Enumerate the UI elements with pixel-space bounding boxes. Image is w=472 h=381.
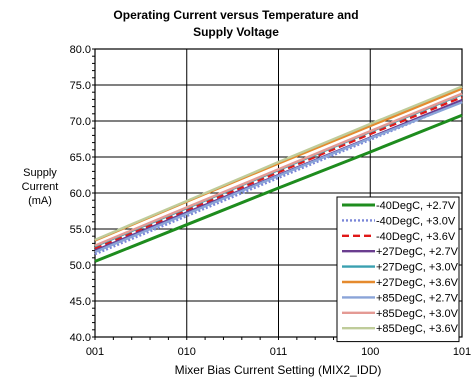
x-axis-label: Mixer Bias Current Setting (MIX2_IDD): [175, 363, 382, 377]
legend-label: +85DegC, +3.0V: [376, 308, 459, 320]
y-tick-label: 75.0: [70, 80, 91, 92]
x-tick-label: 100: [361, 346, 379, 358]
x-tick-label: 010: [178, 346, 196, 358]
series-line: [94, 85, 463, 241]
legend-box: [336, 196, 460, 343]
y-axis-label-line-3: (mA): [28, 195, 52, 207]
y-axis-label-line-2: Current: [21, 181, 59, 193]
y-tick-label: 70.0: [70, 116, 91, 128]
legend-label: -40DegC, +3.6V: [376, 231, 456, 243]
y-tick-label: 80.0: [70, 44, 91, 56]
plot-area-border: [94, 48, 463, 338]
legend-label: +85DegC, +2.7V: [376, 292, 459, 304]
legend-label: +27DegC, +2.7V: [376, 246, 459, 258]
legend-label: +27DegC, +3.0V: [376, 262, 459, 274]
chart-title-line-1: Operating Current versus Temperature and: [113, 8, 359, 22]
y-tick-label: 65.0: [70, 152, 91, 164]
x-tick-label: 011: [270, 346, 288, 358]
y-tick-label: 60.0: [70, 188, 91, 200]
series-line: [94, 92, 463, 247]
legend-label: -40DegC, +3.0V: [376, 215, 456, 227]
legend-label: +85DegC, +3.6V: [376, 323, 459, 335]
y-tick-label: 55.0: [70, 224, 91, 236]
y-tick-label: 40.0: [70, 332, 91, 344]
y-tick-label: 45.0: [70, 296, 91, 308]
y-tick-label: 50.0: [70, 260, 91, 272]
chart-title-line-2: Supply Voltage: [193, 25, 279, 39]
x-tick-label: 001: [86, 346, 104, 358]
legend-label: -40DegC, +2.7V: [376, 200, 456, 212]
series-line: [94, 96, 463, 250]
series-line: [94, 101, 463, 254]
x-tick-label: 101: [453, 346, 471, 358]
series-line: [94, 113, 463, 263]
legend-label: +27DegC, +3.6V: [376, 277, 459, 289]
y-axis-label-line-1: Supply: [23, 167, 57, 179]
